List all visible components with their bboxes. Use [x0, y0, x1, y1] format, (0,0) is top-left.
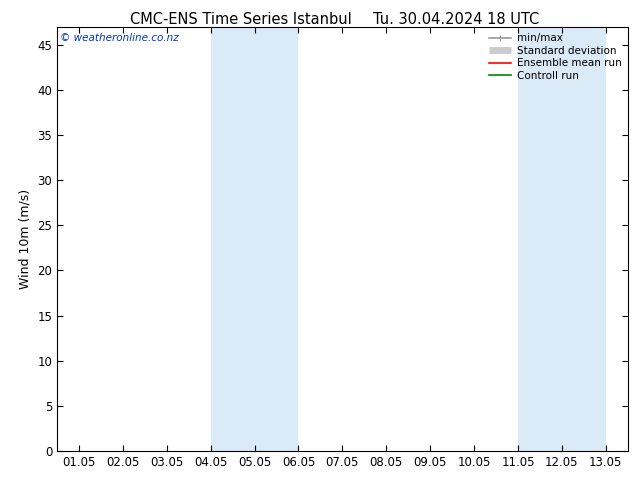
- Bar: [210, 27, 299, 451]
- Text: © weatheronline.co.nz: © weatheronline.co.nz: [60, 33, 179, 43]
- Text: CMC-ENS Time Series Istanbul: CMC-ENS Time Series Istanbul: [130, 12, 352, 27]
- Legend: min/max, Standard deviation, Ensemble mean run, Controll run: min/max, Standard deviation, Ensemble me…: [484, 29, 626, 85]
- Text: Tu. 30.04.2024 18 UTC: Tu. 30.04.2024 18 UTC: [373, 12, 540, 27]
- Bar: [518, 27, 605, 451]
- Y-axis label: Wind 10m (m/s): Wind 10m (m/s): [19, 189, 32, 289]
